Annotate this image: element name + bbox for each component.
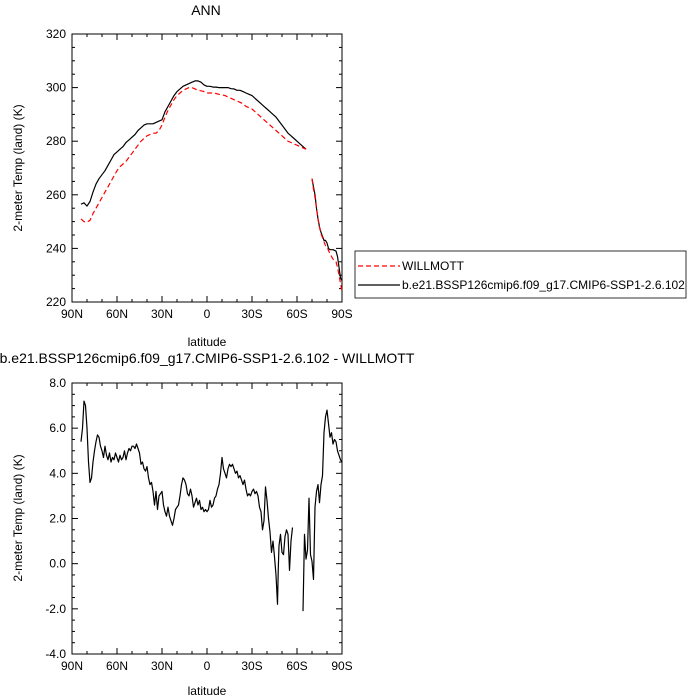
legend-label-willmott: WILLMOTT: [402, 259, 465, 273]
bottom-series-lines: [80, 400, 343, 612]
top-x-tick-label: 90N: [61, 307, 83, 321]
bottom-series-line-difference: [80, 400, 294, 605]
bottom-y-axis-label: 2-meter Temp (land) (K): [11, 454, 25, 581]
bottom-y-tick-label: 0.0: [49, 557, 66, 571]
top-x-tick-label: 30N: [151, 307, 173, 321]
top-x-tick-label: 90S: [331, 307, 352, 321]
top-series-line-model: [80, 80, 307, 207]
bottom-x-tick-label: 60S: [286, 659, 307, 673]
top-x-axis-label: latitude: [188, 335, 227, 349]
top-series-line-model: [311, 178, 343, 281]
bottom-plot-frame: [71, 382, 343, 655]
bottom-panel: b.e21.BSSP126cmip6.f09_g17.CMIP6-SSP1-2.…: [0, 350, 415, 698]
top-plot-frame: [71, 33, 343, 303]
top-series-line-willmott: [311, 178, 343, 292]
bottom-x-tick-label: 30N: [151, 659, 173, 673]
bottom-y-tick-label: -2.0: [45, 602, 66, 616]
bottom-x-tick-label: 0: [204, 659, 211, 673]
bottom-y-tick-label: 6.0: [49, 421, 66, 435]
bottom-y-tick-label: 8.0: [49, 376, 66, 390]
bottom-y-tick-label: -4.0: [45, 647, 66, 661]
legend-label-model: b.e21.BSSP126cmip6.f09_g17.CMIP6-SSP1-2.…: [402, 278, 685, 292]
legend: WILLMOTT b.e21.BSSP126cmip6.f09_g17.CMIP…: [354, 250, 687, 299]
bottom-y-tick-label: 2.0: [49, 512, 66, 526]
bottom-x-tick-label: 30S: [241, 659, 262, 673]
top-y-tick-label: 320: [46, 27, 66, 41]
top-chart-title: ANN: [191, 2, 221, 18]
bottom-x-tick-label: 60N: [106, 659, 128, 673]
top-series-line-willmott: [80, 86, 307, 223]
top-x-tick-label: 30S: [241, 307, 262, 321]
bottom-series-line-difference: [302, 409, 343, 612]
top-y-axis-label: 2-meter Temp (land) (K): [11, 104, 25, 231]
top-y-tick-label: 220: [46, 295, 66, 309]
top-panel: ANN 90N 60N 30N 0 30S 60S 90S 220 240 260 280 300 3…: [11, 2, 353, 349]
top-y-tick-label: 240: [46, 241, 66, 255]
top-y-ticks: 220 240 260 280 300 320: [46, 27, 342, 309]
top-y-tick-label: 300: [46, 81, 66, 95]
bottom-y-tick-label: 4.0: [49, 466, 66, 480]
bottom-x-ticks: 90N 60N 30N 0 30S 60S 90S: [61, 383, 353, 673]
top-x-ticks: 90N 60N 30N 0 30S 60S 90S: [61, 34, 353, 321]
bottom-y-ticks: -4.0 -2.0 0.0 2.0 4.0 6.0 8.0: [45, 376, 342, 661]
bottom-x-tick-label: 90S: [331, 659, 352, 673]
top-x-tick-label: 60S: [286, 307, 307, 321]
bottom-chart-title: b.e21.BSSP126cmip6.f09_g17.CMIP6-SSP1-2.…: [0, 350, 415, 366]
top-x-tick-label: 60N: [106, 307, 128, 321]
bottom-x-tick-label: 90N: [61, 659, 83, 673]
top-y-tick-label: 280: [46, 134, 66, 148]
top-x-tick-label: 0: [204, 307, 211, 321]
bottom-x-axis-label: latitude: [188, 684, 227, 698]
top-series-lines: [80, 80, 343, 292]
top-y-tick-label: 260: [46, 188, 66, 202]
legend-box: [354, 250, 687, 299]
